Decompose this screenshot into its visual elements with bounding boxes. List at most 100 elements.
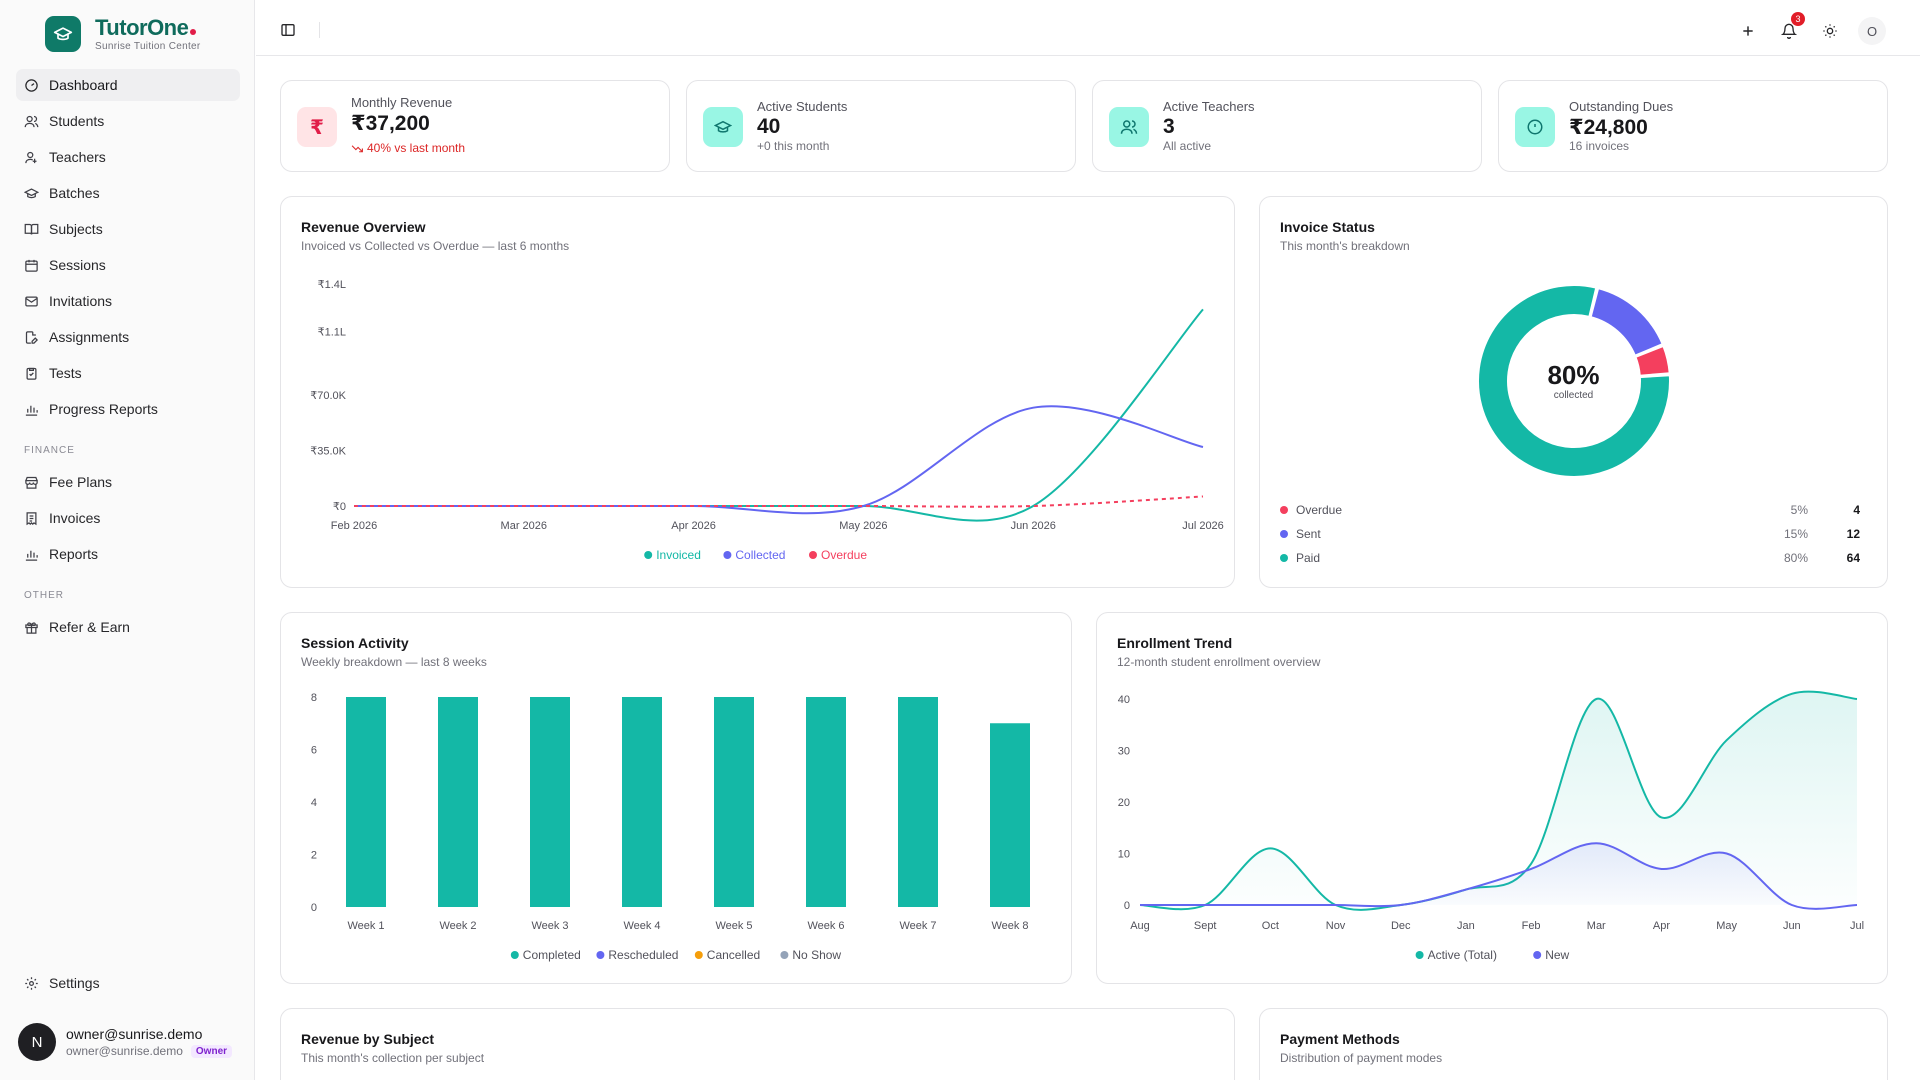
sidebar-item-invoices[interactable]: Invoices [16,502,240,534]
x-tick-label: Jun [1783,920,1801,932]
stat-value: 3 [1163,115,1175,138]
add-button[interactable] [1734,17,1762,45]
bar-chart-icon [25,550,38,561]
donut-center-label: collected [1553,390,1594,401]
y-tick-label: 6 [311,745,317,757]
card-subtitle: 12-month student enrollment overview [1117,655,1321,669]
sidebar-item-label: Fee Plans [49,474,113,490]
row-count: 4 [1853,503,1860,517]
legend-dot [1280,530,1288,538]
x-tick-label: Week 3 [531,920,568,932]
revenue-by-subject-card: Revenue by Subject This month's collecti… [280,1008,1235,1080]
x-tick-label: Week 2 [439,920,476,932]
brand[interactable]: TutorOne Sunrise Tuition Center [45,16,201,52]
sidebar-item-subjects[interactable]: Subjects [16,213,240,245]
sidebar-item-dashboard[interactable]: Dashboard [16,69,240,101]
stat-sub: +0 this month [757,139,830,153]
card-subtitle: This month's breakdown [1280,239,1410,253]
y-tick-label: ₹70.0K [310,390,346,402]
sidebar-item-label: Invoices [49,510,101,526]
card-title: Enrollment Trend [1117,635,1233,651]
graduation-cap-icon [703,107,743,147]
invoice-row-overdue: Overdue 5% 4 [1280,500,1860,520]
settings-area: Settings [16,967,240,1003]
sidebar-item-progress-reports[interactable]: Progress Reports [16,393,240,425]
avatar: N [18,1023,56,1061]
sidebar-toggle-icon [281,24,295,36]
enrollment-legend: Active (Total) New [1415,948,1570,962]
header-avatar[interactable]: O [1858,17,1886,45]
series-line-collected [354,405,1204,515]
sidebar-item-settings[interactable]: Settings [16,967,240,999]
teacher-icon [25,151,37,163]
notification-count-badge: 3 [1791,12,1805,26]
sidebar-item-refer-earn[interactable]: Refer & Earn [16,611,240,643]
role-badge: Owner [190,1044,233,1058]
card-subtitle: This month's collection per subject [301,1051,485,1065]
user-menu[interactable]: N owner@sunrise.demo owner@sunrise.demo … [18,1023,233,1061]
legend-label: Overdue [821,548,867,562]
sidebar-item-reports[interactable]: Reports [16,538,240,570]
session-bar [806,697,846,907]
stat-card-active-teachers: Active Teachers 3 All active [1092,80,1482,172]
sun-icon [1823,24,1837,38]
brand-name: TutorOne [95,14,189,40]
invoice-status-card: Invoice Status This month's breakdown 80… [1259,196,1888,588]
plus-icon [1743,26,1753,36]
legend-dot [1280,554,1288,562]
receipt-icon [26,511,37,525]
calendar-icon [25,259,38,272]
series-line-new [1140,842,1858,910]
legend-label: Invoiced [656,548,701,562]
x-tick-label: May 2026 [839,520,887,532]
row-pct: 5% [1790,503,1808,517]
sidebar-item-fee-plans[interactable]: Fee Plans [16,466,240,498]
x-tick-label: Mar [1587,920,1606,932]
x-tick-label: Dec [1391,920,1411,932]
stat-value: ₹37,200 [351,112,430,135]
stat-label: Monthly Revenue [351,95,453,110]
sidebar-item-batches[interactable]: Batches [16,177,240,209]
stat-trend: 40% vs last month [351,141,465,155]
top-header: 3 O [256,0,1920,56]
legend-dot [694,951,703,959]
donut-center-value: 80% [1547,360,1600,390]
sidebar-item-students[interactable]: Students [16,105,240,137]
card-title: Payment Methods [1280,1031,1400,1047]
clipboard-icon [26,367,37,380]
series-line-overdue [354,495,1204,508]
stat-card-outstanding-dues: Outstanding Dues ₹24,800 16 invoices [1498,80,1888,172]
sidebar-item-invitations[interactable]: Invitations [16,285,240,317]
invoice-donut-chart [1477,284,1671,478]
x-tick-label: Week 1 [347,920,384,932]
session-bar [346,697,386,907]
sidebar-toggle-button[interactable] [274,16,302,44]
rupee-icon: ₹ [297,107,337,147]
stat-card-monthly-revenue: ₹ Monthly Revenue ₹37,200 40% vs last mo… [280,80,670,172]
x-tick-label: Nov [1326,920,1346,932]
x-tick-label: Week 8 [991,920,1028,932]
row-count: 64 [1846,551,1860,565]
sidebar-item-label: Assignments [49,329,130,345]
x-tick-label: Feb [1522,920,1541,932]
legend-dot [1415,951,1424,959]
y-tick-label: 30 [1118,746,1130,758]
x-tick-label: Oct [1262,920,1279,932]
sidebar-item-sessions[interactable]: Sessions [16,249,240,281]
card-subtitle: Invoiced vs Collected vs Overdue — last … [301,239,570,253]
enrollment-trend-card: Enrollment Trend 12-month student enroll… [1096,612,1888,984]
notifications-button[interactable]: 3 [1775,12,1805,45]
y-tick-label: 0 [1124,900,1130,912]
y-tick-label: 10 [1118,849,1130,861]
invoice-row-sent: Sent 15% 12 [1280,524,1860,544]
y-tick-label: ₹35.0K [310,446,346,458]
stat-label: Active Students [757,99,848,114]
stat-card-active-students: Active Students 40 +0 this month [686,80,1076,172]
mail-icon [25,296,38,306]
bar-chart-icon [25,405,38,416]
sidebar-item-teachers[interactable]: Teachers [16,141,240,173]
legend-label: New [1545,948,1569,962]
sidebar-item-tests[interactable]: Tests [16,357,240,389]
sidebar-item-assignments[interactable]: Assignments [16,321,240,353]
theme-toggle-button[interactable] [1816,17,1844,45]
